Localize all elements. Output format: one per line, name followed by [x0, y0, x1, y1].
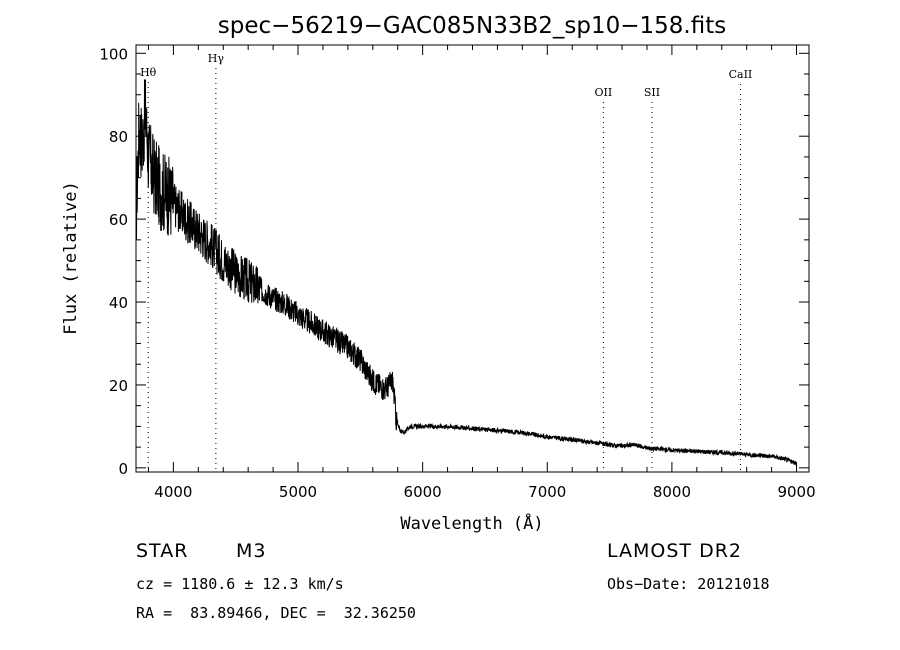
- spectrum-line: [135, 79, 797, 466]
- y-tick-label-3: 60: [109, 211, 128, 229]
- observation-date: Obs−Date: 20121018: [607, 575, 770, 593]
- line-marker-label-4: CaII: [729, 68, 753, 81]
- survey-name: LAMOST DR2: [607, 540, 742, 562]
- line-marker-label-3: SII: [644, 86, 660, 99]
- chart-title: spec−56219−GAC085N33B2_sp10−158.fits: [218, 13, 726, 39]
- x-tick-label-0: 4000: [154, 483, 192, 501]
- y-tick-label-1: 20: [109, 377, 128, 395]
- y-axis-label: Flux (relative): [61, 181, 81, 335]
- spectral-subclass: M3: [236, 540, 267, 562]
- x-tick-label-2: 6000: [404, 483, 442, 501]
- y-tick-label-5: 100: [99, 45, 128, 63]
- y-tick-label-0: 0: [118, 460, 128, 478]
- x-tick-label-5: 9000: [777, 483, 815, 501]
- x-tick-label-3: 7000: [528, 483, 566, 501]
- x-tick-label-4: 8000: [653, 483, 691, 501]
- x-tick-label-1: 5000: [279, 483, 317, 501]
- line-marker-label-1: Hγ: [208, 52, 225, 65]
- line-marker-label-0: Hθ: [140, 66, 157, 79]
- object-type: STAR: [136, 540, 189, 562]
- redshift-velocity: cz = 1180.6 ± 12.3 km/s: [136, 575, 344, 593]
- y-tick-label-2: 40: [109, 294, 128, 312]
- line-marker-label-2: OII: [595, 86, 613, 99]
- ra-dec-coordinates: RA = 83.89466, DEC = 32.36250: [136, 604, 416, 622]
- x-axis-label: Wavelength (Å): [400, 512, 543, 534]
- y-tick-label-4: 80: [109, 128, 128, 146]
